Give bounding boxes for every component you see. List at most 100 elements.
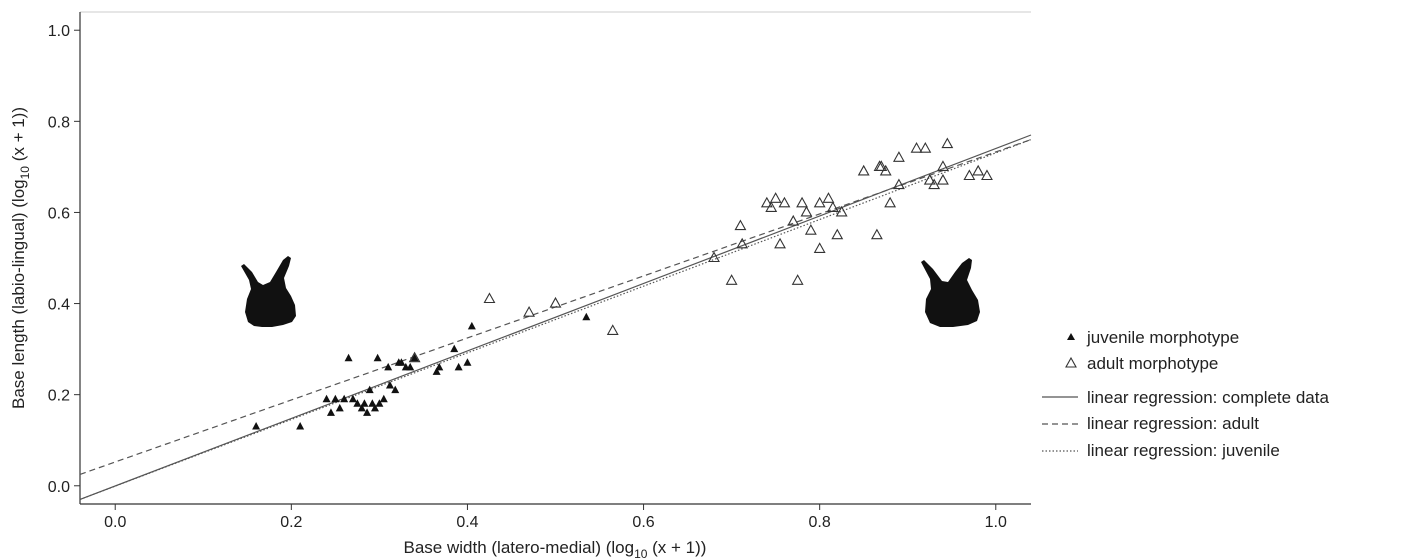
legend-complete-label: linear regression: complete data xyxy=(1087,388,1329,407)
juvenile-point xyxy=(450,344,459,353)
y-tick-label: 0.8 xyxy=(48,114,70,131)
juvenile-point xyxy=(391,385,400,394)
juvenile-point xyxy=(331,394,340,403)
x-tick-label: 0.8 xyxy=(809,514,831,531)
juvenile-point xyxy=(406,362,415,371)
juvenile-point xyxy=(344,353,353,362)
adult-point xyxy=(870,228,883,240)
adult-point xyxy=(769,192,782,203)
juvenile-point xyxy=(582,312,591,321)
juvenile-point xyxy=(432,367,441,375)
adult-point xyxy=(804,224,817,235)
legend-juvenile-marker xyxy=(1067,333,1075,340)
adult-tooth-silhouette xyxy=(921,258,980,327)
adult-point xyxy=(835,205,848,217)
adult-point xyxy=(857,164,870,176)
x-tick-label: 0.4 xyxy=(456,514,478,531)
adult-point xyxy=(972,164,985,176)
juvenile-point xyxy=(348,394,357,403)
adult-point xyxy=(483,292,496,304)
adult-point xyxy=(919,142,932,153)
y-tick-label: 0.0 xyxy=(48,479,70,496)
adult-point xyxy=(523,306,536,317)
legend-adult-label: adult morphotype xyxy=(1087,354,1218,373)
adult-point xyxy=(774,237,786,249)
regression-line-solid xyxy=(79,134,1032,501)
x-tick-label: 0.2 xyxy=(280,514,302,531)
plot-frame xyxy=(79,11,1031,505)
juvenile-point xyxy=(375,399,384,407)
juvenile-point xyxy=(370,403,379,412)
adult-point xyxy=(892,151,905,162)
juvenile-point xyxy=(357,403,366,412)
adult-point xyxy=(791,274,804,285)
juvenile-point xyxy=(335,403,344,412)
adult-point xyxy=(937,173,949,185)
y-tick-label: 0.4 xyxy=(48,297,70,314)
juvenile-point xyxy=(340,394,349,403)
y-tick-label: 1.0 xyxy=(48,23,70,40)
adult-point xyxy=(928,178,941,190)
juvenile-point xyxy=(322,394,331,403)
juvenile-point xyxy=(296,422,305,430)
x-axis-label: Base width (latero-medial) (log10 (x + 1… xyxy=(404,538,707,560)
x-axis-label-subscript: 10 xyxy=(634,547,648,560)
legend-juvenile-label: juvenile morphotype xyxy=(1086,328,1239,347)
y-axis-label-tail: (x + 1)) xyxy=(9,107,28,166)
juvenile-point xyxy=(373,353,382,362)
adult-point xyxy=(822,192,835,203)
adult-point xyxy=(873,160,886,171)
y-axis-label: Base length (labio-lingual) (log10 (x + … xyxy=(9,107,32,409)
adult-point xyxy=(760,196,773,208)
adult-point xyxy=(408,351,421,363)
adult-point xyxy=(963,169,976,181)
juvenile-point xyxy=(385,381,394,389)
adult-point xyxy=(941,137,954,149)
adult-point xyxy=(831,228,844,240)
adult-point xyxy=(765,201,778,212)
juvenile-point xyxy=(360,399,369,407)
juvenile-point xyxy=(365,385,374,394)
data-points xyxy=(252,137,993,430)
juvenile-point xyxy=(463,358,472,366)
juvenile-point xyxy=(326,408,335,416)
adult-point xyxy=(549,296,562,308)
adult-point xyxy=(725,274,738,285)
x-tick-label: 1.0 xyxy=(985,514,1007,531)
y-axis-ticks: 0.0 0.2 0.4 0.6 0.8 1.0 xyxy=(48,23,80,496)
adult-point xyxy=(884,196,897,208)
juvenile-point xyxy=(368,399,377,407)
adult-point xyxy=(736,237,749,249)
x-axis-label-tail: (x + 1)) xyxy=(647,538,706,557)
adult-point xyxy=(813,242,826,253)
juvenile-point xyxy=(384,362,393,371)
legend: juvenile morphotype adult morphotype lin… xyxy=(1042,328,1329,460)
legend-adult-marker xyxy=(1065,356,1077,368)
juvenile-point xyxy=(410,353,419,362)
juvenile-tooth-silhouette xyxy=(241,256,296,327)
adult-point xyxy=(910,142,923,153)
y-tick-label: 0.6 xyxy=(48,205,70,222)
adult-point xyxy=(800,205,813,217)
adult-point xyxy=(606,324,619,335)
juvenile-point xyxy=(379,394,388,403)
x-tick-label: 0.6 xyxy=(632,514,654,531)
adult-point xyxy=(796,196,808,208)
adult-point xyxy=(875,160,888,171)
juvenile-point xyxy=(363,408,372,416)
legend-adult-line-label: linear regression: adult xyxy=(1087,414,1259,433)
adult-point xyxy=(787,214,800,226)
adult-point xyxy=(892,178,905,190)
adult-point xyxy=(778,196,791,208)
juvenile-point xyxy=(397,358,406,366)
juvenile-point xyxy=(353,399,362,407)
regression-lines xyxy=(79,134,1032,501)
adult-point xyxy=(923,173,936,185)
regression-line-dotted xyxy=(79,138,1032,501)
x-axis-ticks: 0.0 0.2 0.4 0.6 0.8 1.0 xyxy=(104,504,1007,531)
juvenile-point xyxy=(467,321,476,330)
adult-point xyxy=(937,160,949,171)
y-tick-label: 0.2 xyxy=(48,388,70,405)
adult-point xyxy=(981,169,993,181)
